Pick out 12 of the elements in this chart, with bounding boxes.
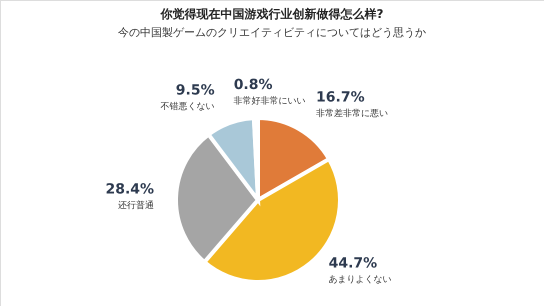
slice-label: あまりよくない	[328, 274, 392, 285]
slice-label: 非常差非常に悪い	[316, 108, 388, 119]
slice-label: 非常好非常にいい	[234, 96, 306, 107]
data-label: 16.7%	[316, 89, 365, 106]
data-label: 0.8%	[234, 77, 273, 94]
slice-label: 不错悪くない	[160, 101, 215, 112]
chart-subtitle: 今の中国製ゲームのクリエイティビティについてはどう思うか	[118, 26, 426, 39]
data-label: 9.5%	[176, 82, 215, 99]
data-label: 28.4%	[105, 181, 154, 198]
data-label: 44.7%	[328, 255, 378, 272]
slice-label: 还行普通	[118, 200, 154, 211]
chart-title: 你觉得现在中国游戏行业创新做得怎么样?	[160, 7, 384, 21]
